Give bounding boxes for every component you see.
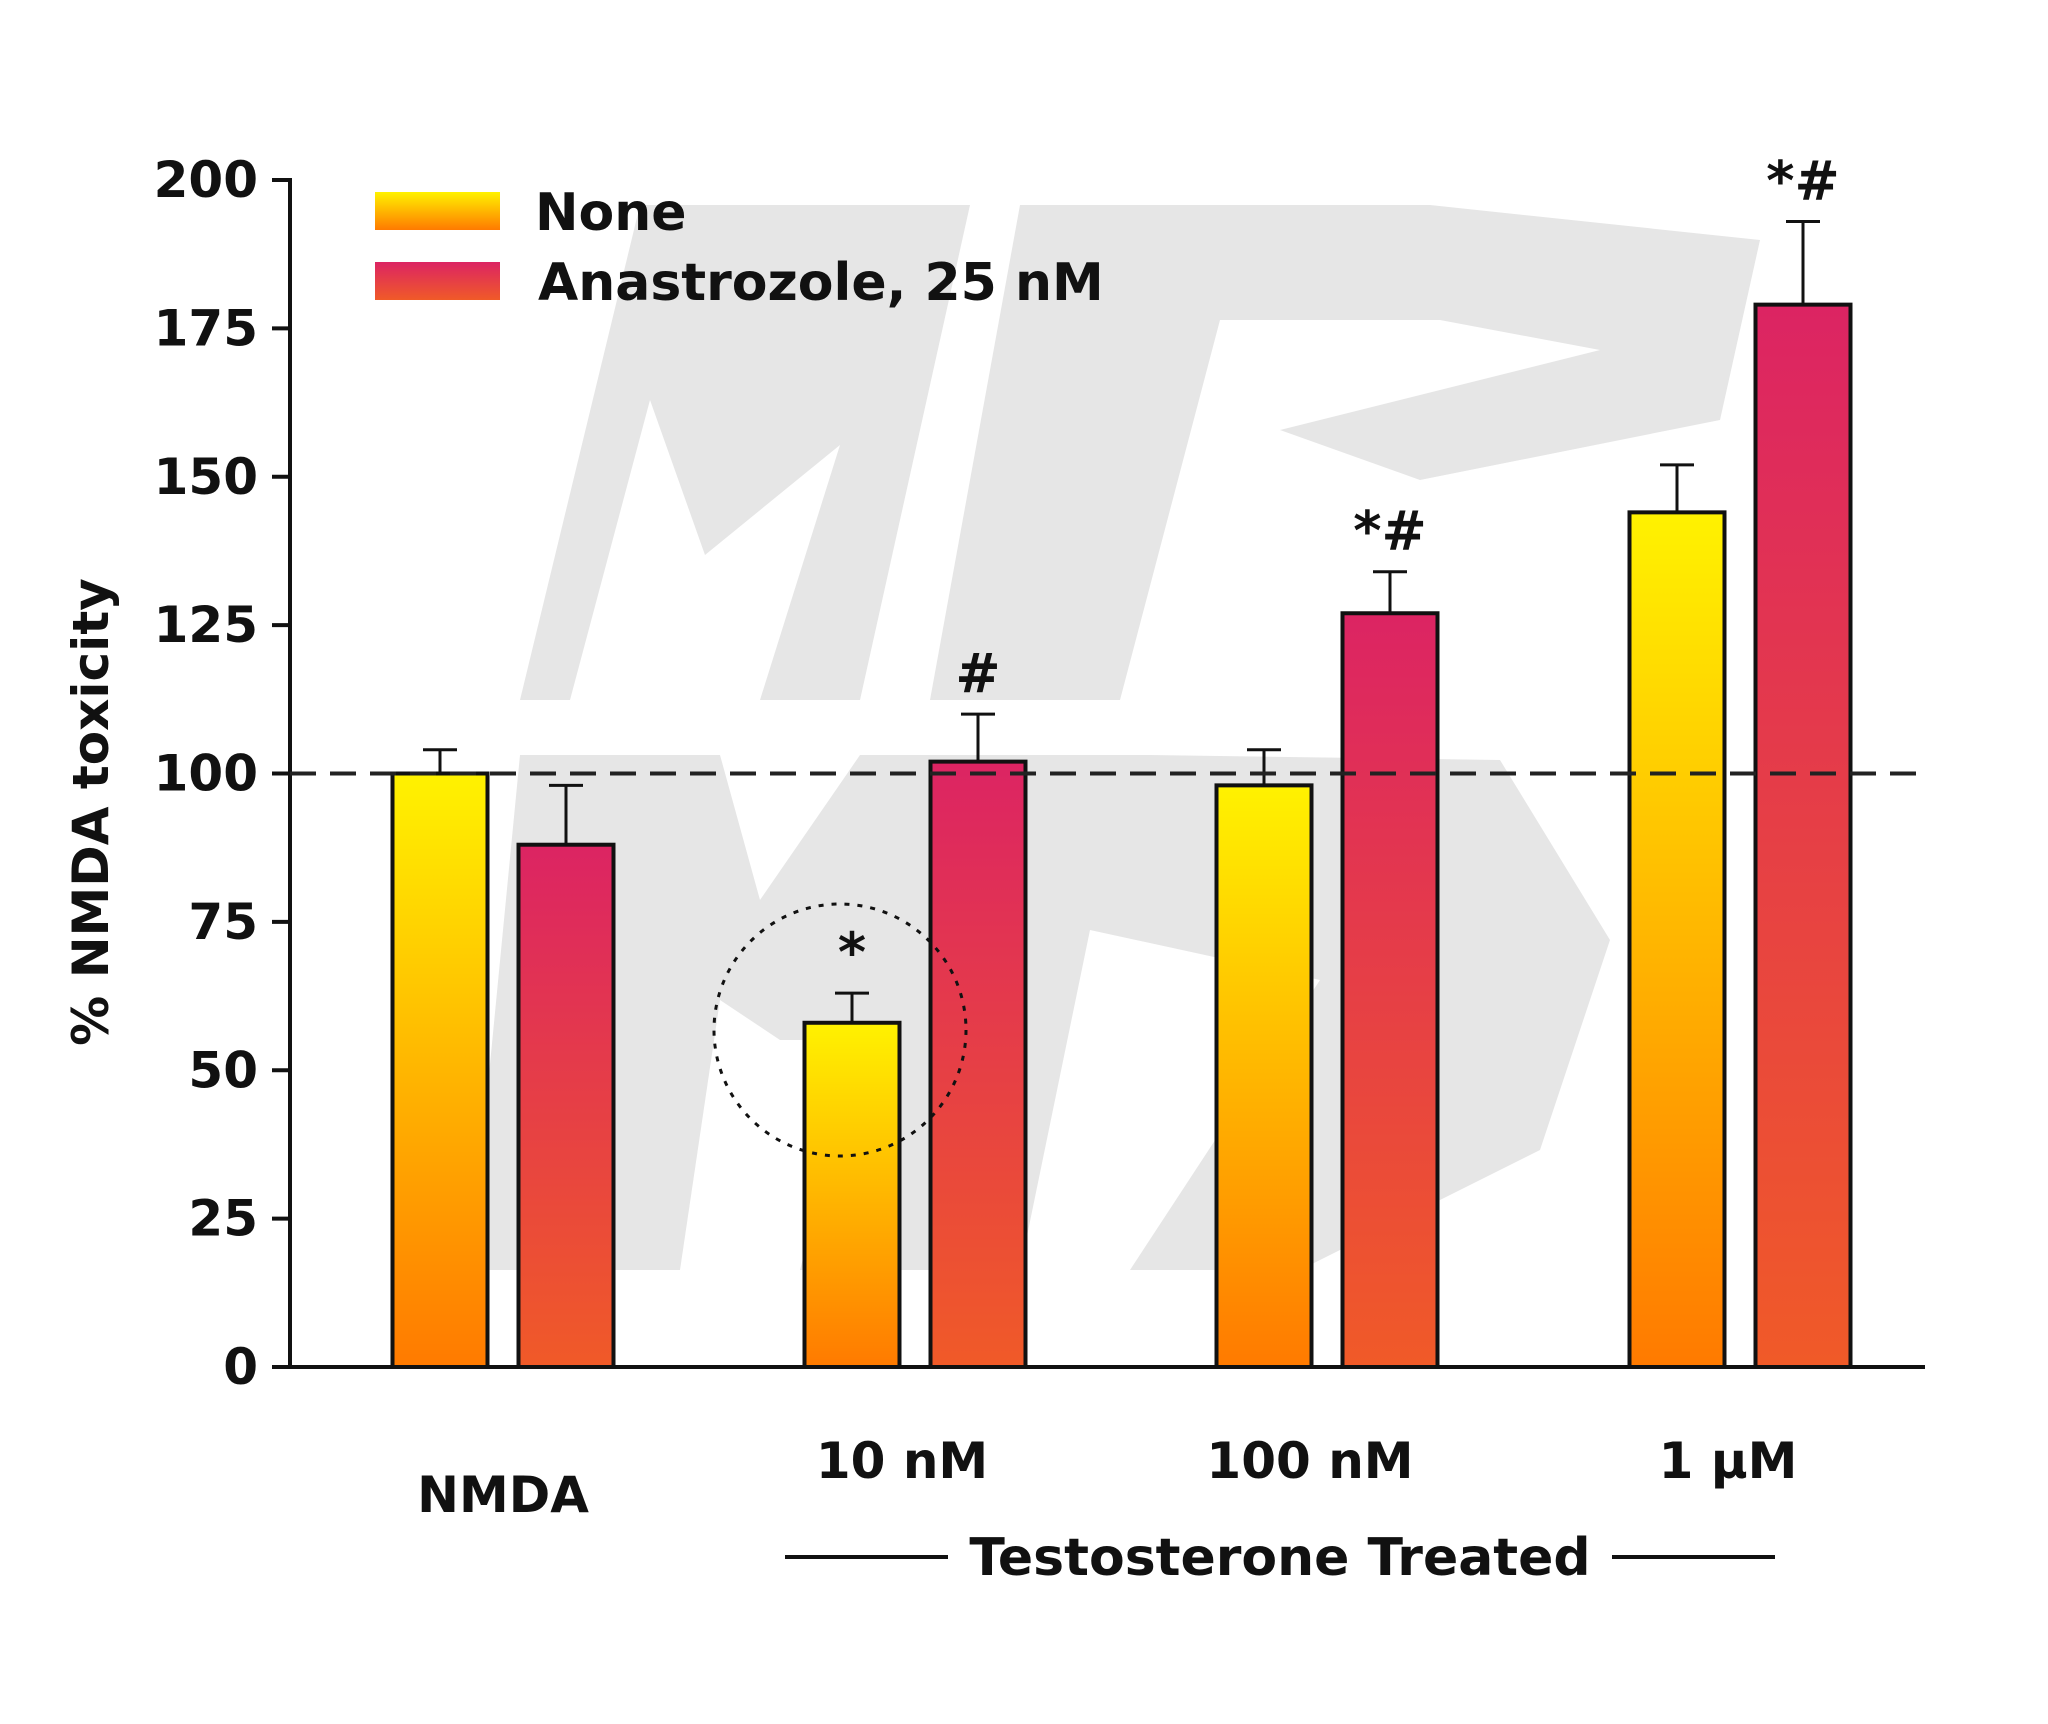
bar-none-3	[1627, 510, 1727, 1369]
highlight-circle	[712, 902, 968, 1158]
y-axis-title: % NMDA toxicity	[62, 578, 120, 1046]
bar-none-1	[802, 1020, 902, 1370]
legend-label-none: None	[535, 183, 687, 243]
category-label-1um: 1 μM	[1659, 1432, 1798, 1490]
bar-anastrozole-1	[928, 759, 1028, 1369]
y-tick-label: 25	[188, 1190, 258, 1248]
bar-none-0	[390, 771, 490, 1369]
bar-anastrozole-0	[516, 842, 616, 1369]
y-ticks: 0 25 50 75 100 125 150 175 200	[154, 151, 290, 1396]
significance-label: *	[838, 921, 866, 984]
bar-anastrozole-3	[1753, 302, 1853, 1369]
y-tick-label: 0	[223, 1338, 258, 1396]
bar-anastrozole-2	[1340, 611, 1440, 1369]
y-tick-label: 75	[188, 893, 258, 951]
legend-swatch-anastrozole	[375, 262, 500, 300]
bars: *#*#*#	[390, 150, 1853, 1370]
bar-none-2	[1214, 783, 1314, 1369]
legend-swatch-none	[375, 192, 500, 230]
legend-label-anastrozole: Anastrozole, 25 nM	[538, 253, 1104, 313]
legend: None Anastrozole, 25 nM	[375, 183, 1104, 313]
significance-label: *#	[1766, 150, 1840, 213]
category-label-nmda: NMDA	[417, 1466, 589, 1524]
y-tick-label: 200	[154, 151, 258, 209]
y-tick-label: 125	[154, 596, 258, 654]
significance-label: *#	[1353, 500, 1427, 563]
y-tick-label: 100	[154, 745, 258, 803]
category-label-100nm: 100 nM	[1206, 1432, 1413, 1490]
y-tick-label: 50	[188, 1041, 258, 1099]
y-tick-label: 175	[154, 299, 258, 357]
category-label-10nm: 10 nM	[816, 1432, 988, 1490]
significance-label: #	[955, 642, 1000, 705]
y-tick-label: 150	[154, 448, 258, 506]
watermark-logo	[470, 205, 1760, 1270]
group-title: Testosterone Treated	[969, 1528, 1590, 1588]
